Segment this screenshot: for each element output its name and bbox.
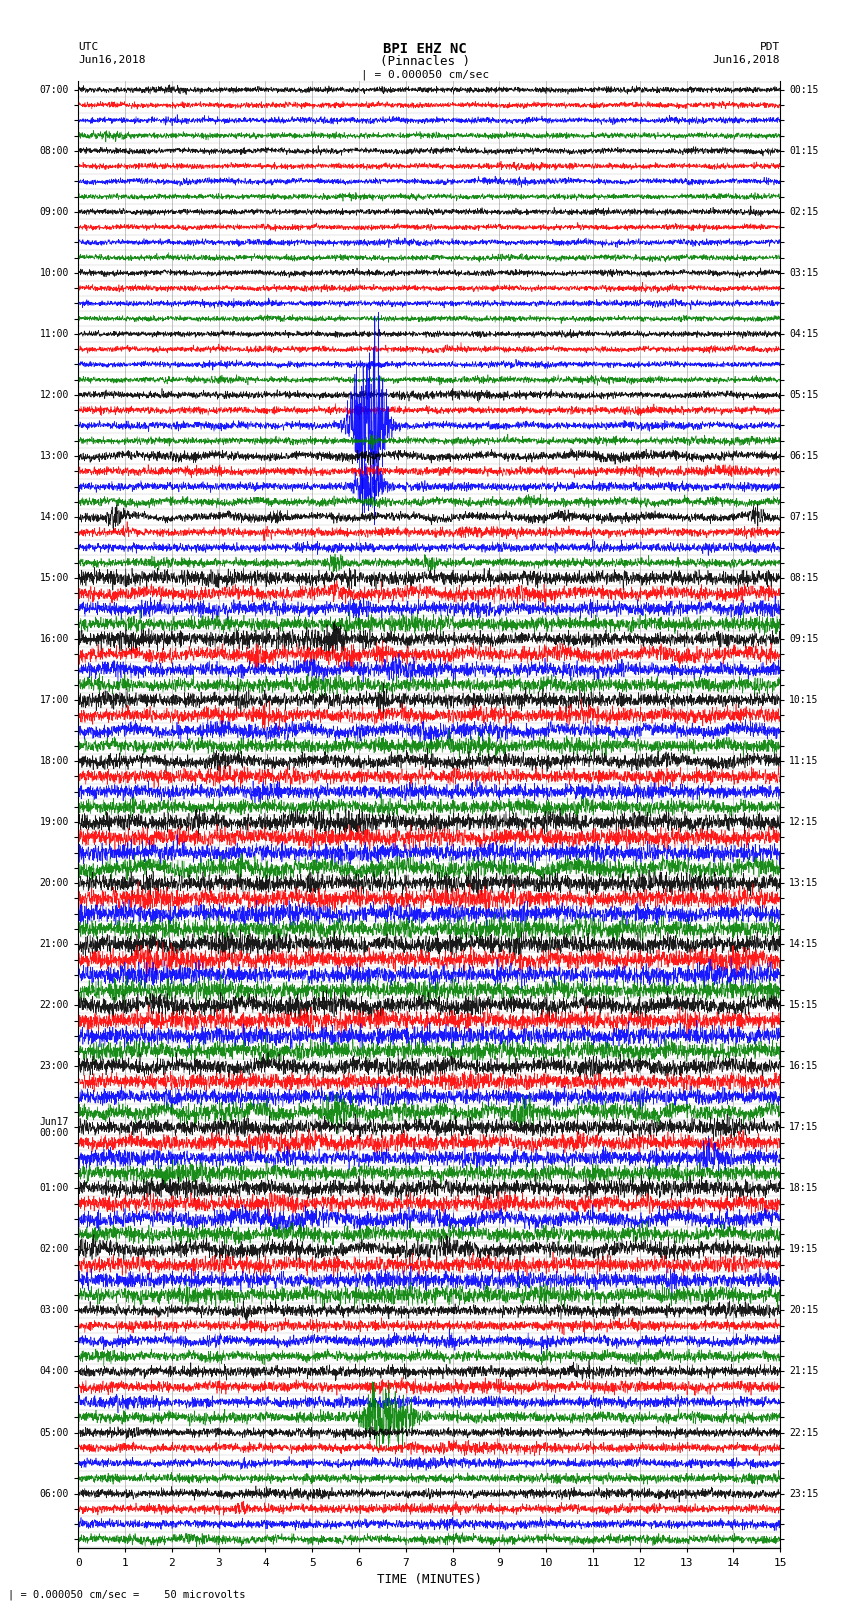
Text: Jun16,2018: Jun16,2018 — [713, 55, 780, 65]
Text: UTC: UTC — [78, 42, 99, 52]
Text: BPI EHZ NC: BPI EHZ NC — [383, 42, 467, 56]
Text: | = 0.000050 cm/sec =    50 microvolts: | = 0.000050 cm/sec = 50 microvolts — [8, 1589, 246, 1600]
Text: | = 0.000050 cm/sec: | = 0.000050 cm/sec — [361, 69, 489, 81]
Text: Jun16,2018: Jun16,2018 — [78, 55, 145, 65]
Text: (Pinnacles ): (Pinnacles ) — [380, 55, 470, 68]
Text: PDT: PDT — [760, 42, 780, 52]
X-axis label: TIME (MINUTES): TIME (MINUTES) — [377, 1573, 482, 1586]
